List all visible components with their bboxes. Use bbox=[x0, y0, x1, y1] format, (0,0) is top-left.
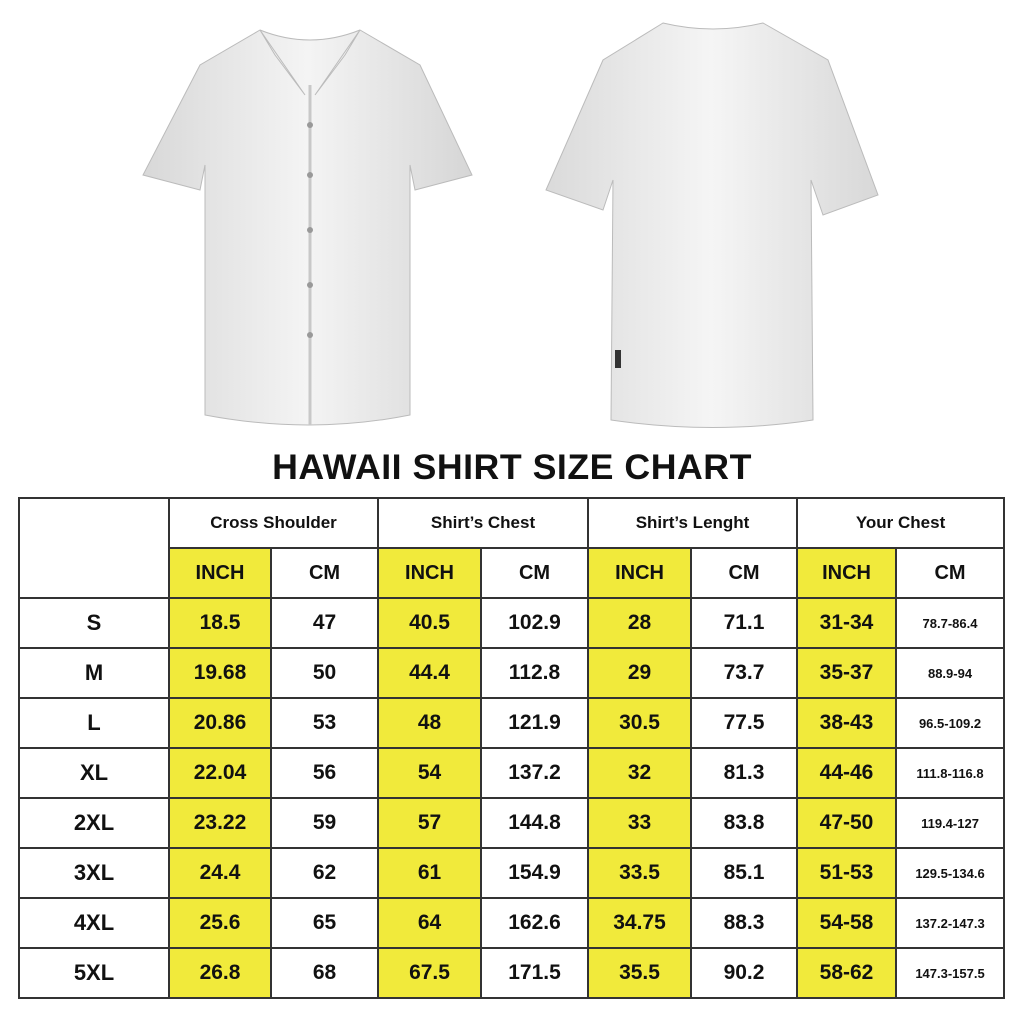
value-cell: 154.9 bbox=[479, 847, 590, 899]
value-cell: 137.2-147.3 bbox=[895, 897, 1006, 949]
corner-cell bbox=[18, 497, 170, 599]
value-cell: 44.4 bbox=[377, 647, 482, 699]
unit-header-cm: CM bbox=[479, 547, 590, 599]
value-cell: 30.5 bbox=[587, 697, 693, 749]
value-cell: 62 bbox=[270, 847, 379, 899]
size-label: 5XL bbox=[18, 947, 170, 999]
value-cell: 147.3-157.5 bbox=[895, 947, 1006, 999]
size-label: M bbox=[18, 647, 170, 699]
value-cell: 29 bbox=[587, 647, 693, 699]
value-cell: 22.04 bbox=[168, 747, 272, 799]
value-cell: 34.75 bbox=[587, 897, 693, 949]
unit-header-cm: CM bbox=[270, 547, 379, 599]
value-cell: 65 bbox=[270, 897, 379, 949]
value-cell: 44-46 bbox=[796, 747, 898, 799]
value-cell: 40.5 bbox=[377, 597, 482, 649]
value-cell: 162.6 bbox=[479, 897, 590, 949]
size-label: 4XL bbox=[18, 897, 170, 949]
value-cell: 54 bbox=[377, 747, 482, 799]
value-cell: 26.8 bbox=[168, 947, 272, 999]
value-cell: 68 bbox=[270, 947, 379, 999]
table-row: 4XL 25.6 65 64 162.6 34.75 88.3 54-58 137.2-147.… bbox=[18, 897, 1006, 949]
table-row: XL 22.04 56 54 137.2 32 81.3 44-46 111.8-116.8 bbox=[18, 747, 1006, 799]
value-cell: 121.9 bbox=[479, 697, 590, 749]
group-header: Your Chest bbox=[796, 497, 1006, 549]
table-row: 2XL 23.22 59 57 144.8 33 83.8 47-50 119.4-127 bbox=[18, 797, 1006, 849]
value-cell: 144.8 bbox=[479, 797, 590, 849]
value-cell: 24.4 bbox=[168, 847, 272, 899]
unit-header-inch: INCH bbox=[796, 547, 898, 599]
value-cell: 129.5-134.6 bbox=[895, 847, 1006, 899]
group-header: Cross Shoulder bbox=[168, 497, 379, 549]
value-cell: 64 bbox=[377, 897, 482, 949]
table-row: 3XL 24.4 62 61 154.9 33.5 85.1 51-53 129.5-134.6 bbox=[18, 847, 1006, 899]
size-chart-table: Cross Shoulder Shirt’s Chest Shirt’s Lengh… bbox=[18, 497, 1006, 999]
value-cell: 23.22 bbox=[168, 797, 272, 849]
value-cell: 137.2 bbox=[479, 747, 590, 799]
shirt-back-image bbox=[545, 22, 879, 428]
group-header: Shirt’s Chest bbox=[376, 497, 590, 549]
value-cell: 88.3 bbox=[690, 897, 799, 949]
value-cell: 54-58 bbox=[796, 897, 898, 949]
value-cell: 83.8 bbox=[690, 797, 799, 849]
value-cell: 78.7-86.4 bbox=[895, 597, 1006, 649]
value-cell: 171.5 bbox=[479, 947, 590, 999]
value-cell: 57 bbox=[377, 797, 482, 849]
value-cell: 32 bbox=[587, 747, 693, 799]
header-row-units: INCH CM INCH CM INCH CM INCH CM bbox=[19, 547, 1006, 599]
unit-header-cm: CM bbox=[690, 547, 799, 599]
shirt-front-image bbox=[142, 29, 473, 426]
unit-header-inch: INCH bbox=[587, 547, 693, 599]
value-cell: 67.5 bbox=[377, 947, 482, 999]
value-cell: 20.86 bbox=[168, 697, 272, 749]
value-cell: 47 bbox=[270, 597, 379, 649]
value-cell: 81.3 bbox=[690, 747, 799, 799]
value-cell: 48 bbox=[377, 697, 482, 749]
value-cell: 96.5-109.2 bbox=[895, 697, 1006, 749]
table-row: L 20.86 53 48 121.9 30.5 77.5 38-43 96.5-109.2 bbox=[18, 697, 1006, 749]
value-cell: 28 bbox=[587, 597, 693, 649]
size-label: L bbox=[18, 697, 170, 749]
page-title: HAWAII SHIRT SIZE CHART bbox=[272, 448, 752, 487]
value-cell: 51-53 bbox=[796, 847, 898, 899]
header-row-groups: Cross Shoulder Shirt’s Chest Shirt’s Lengh… bbox=[18, 497, 1006, 599]
size-label: 3XL bbox=[18, 847, 170, 899]
value-cell: 53 bbox=[270, 697, 379, 749]
value-cell: 73.7 bbox=[690, 647, 799, 699]
size-label: 2XL bbox=[18, 797, 170, 849]
value-cell: 56 bbox=[270, 747, 379, 799]
value-cell: 35.5 bbox=[587, 947, 693, 999]
table-row: 5XL 26.8 68 67.5 171.5 35.5 90.2 58-62 147.3-157… bbox=[18, 947, 1006, 999]
value-cell: 38-43 bbox=[796, 697, 898, 749]
value-cell: 58-62 bbox=[796, 947, 898, 999]
table-row: S 18.5 47 40.5 102.9 28 71.1 31-34 78.7-86.4 bbox=[18, 597, 1006, 649]
table-row: M 19.68 50 44.4 112.8 29 73.7 35-37 88.9-94 bbox=[18, 647, 1006, 699]
value-cell: 31-34 bbox=[796, 597, 898, 649]
value-cell: 61 bbox=[377, 847, 482, 899]
value-cell: 112.8 bbox=[479, 647, 590, 699]
value-cell: 111.8-116.8 bbox=[895, 747, 1006, 799]
size-label: XL bbox=[18, 747, 170, 799]
value-cell: 47-50 bbox=[796, 797, 898, 849]
value-cell: 77.5 bbox=[690, 697, 799, 749]
value-cell: 50 bbox=[270, 647, 379, 699]
value-cell: 35-37 bbox=[796, 647, 898, 699]
value-cell: 59 bbox=[270, 797, 379, 849]
size-label: S bbox=[18, 597, 170, 649]
value-cell: 33 bbox=[587, 797, 693, 849]
value-cell: 33.5 bbox=[587, 847, 693, 899]
value-cell: 25.6 bbox=[168, 897, 272, 949]
unit-header-inch: INCH bbox=[168, 547, 272, 599]
value-cell: 90.2 bbox=[690, 947, 799, 999]
value-cell: 88.9-94 bbox=[895, 647, 1006, 699]
value-cell: 19.68 bbox=[168, 647, 272, 699]
value-cell: 119.4-127 bbox=[895, 797, 1006, 849]
value-cell: 18.5 bbox=[168, 597, 272, 649]
group-header: Shirt’s Lenght bbox=[587, 497, 799, 549]
value-cell: 71.1 bbox=[690, 597, 799, 649]
value-cell: 102.9 bbox=[479, 597, 590, 649]
unit-header-cm: CM bbox=[895, 547, 1006, 599]
unit-header-inch: INCH bbox=[377, 547, 482, 599]
value-cell: 85.1 bbox=[690, 847, 799, 899]
